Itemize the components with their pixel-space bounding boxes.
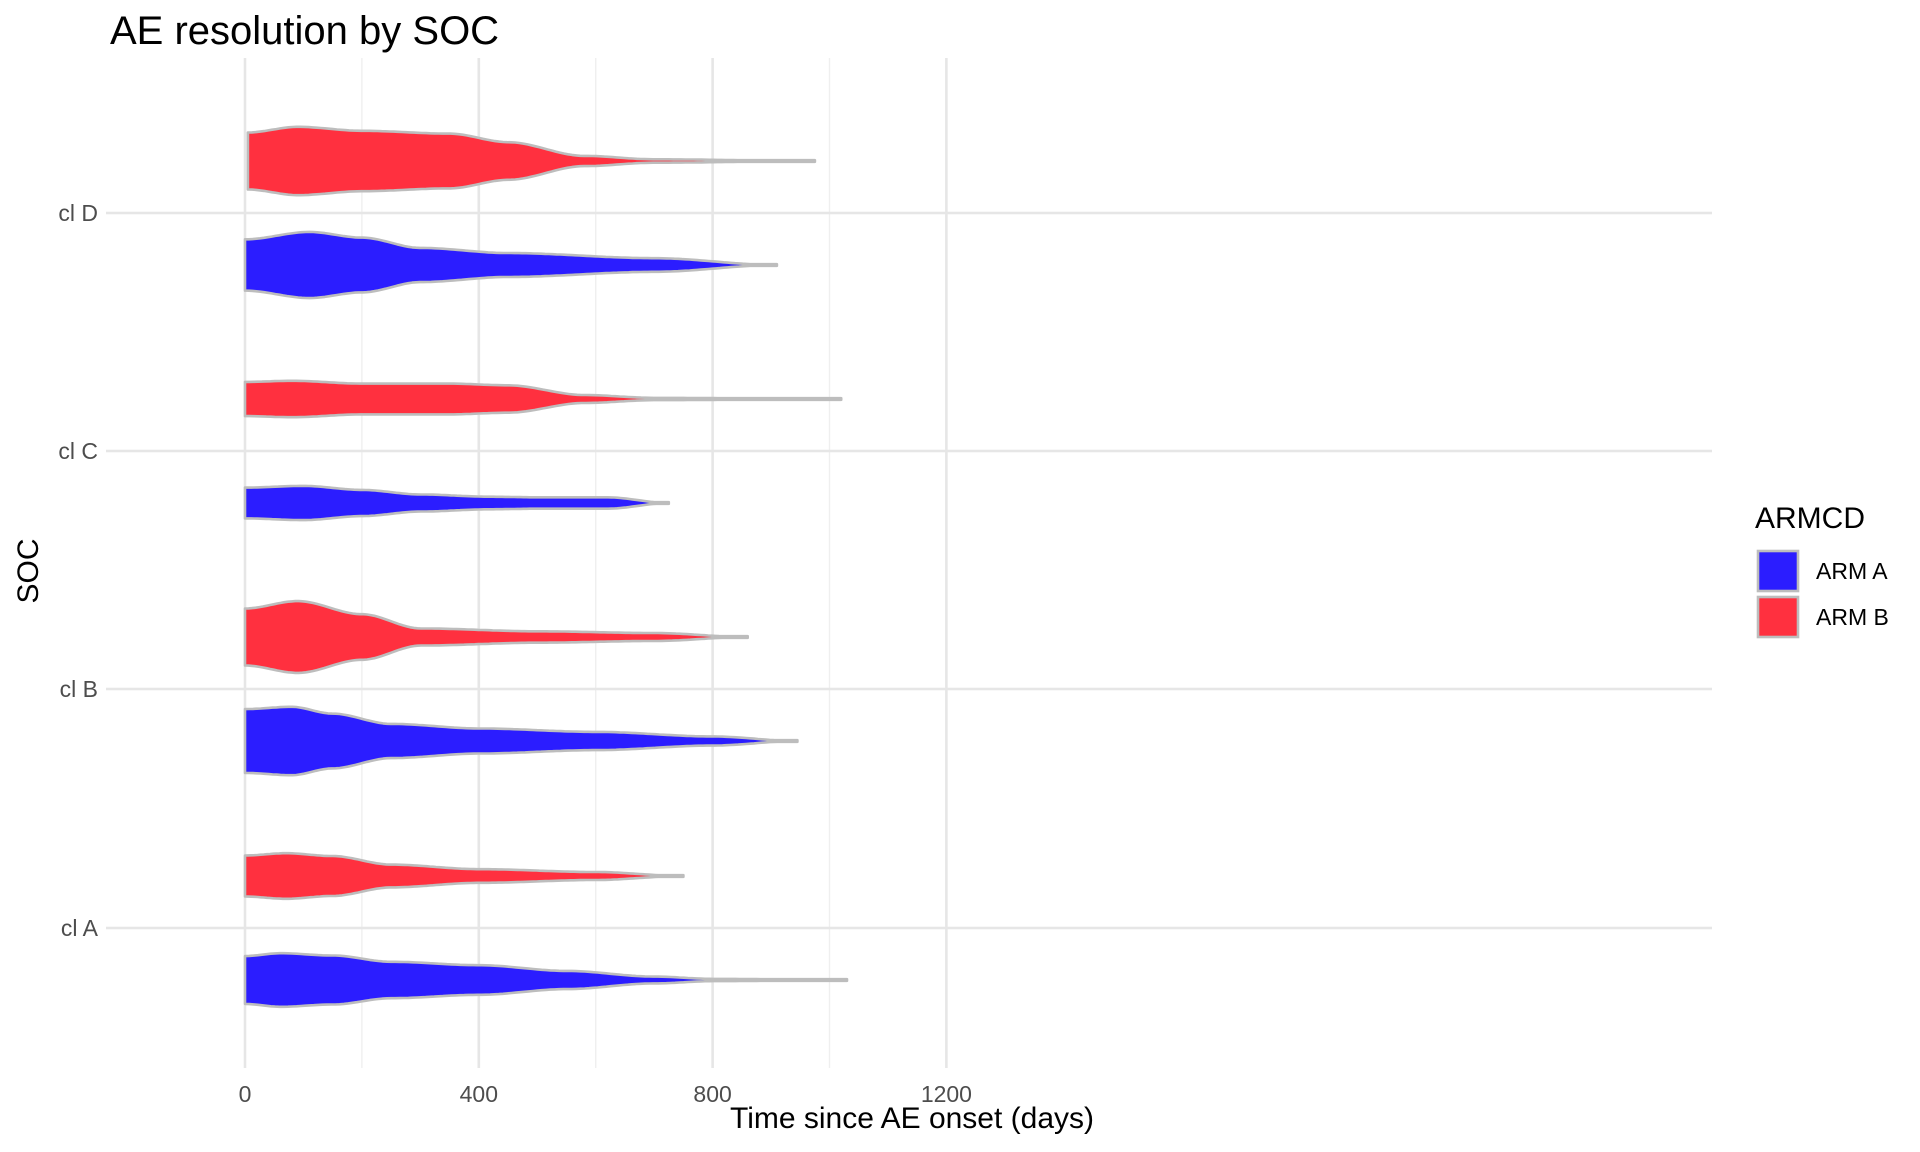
legend-title: ARMCD <box>1755 502 1865 535</box>
y-tick-label: cl B <box>60 676 98 702</box>
x-tick-label: 400 <box>460 1081 498 1107</box>
x-tick-label: 800 <box>693 1081 731 1107</box>
violins <box>243 125 849 1009</box>
violin-arm-b-cl-c <box>243 379 843 419</box>
legend-swatch <box>1756 595 1800 639</box>
y-tick-label: cl C <box>58 438 98 464</box>
legend-label: ARM B <box>1816 604 1889 630</box>
x-tick-label: 0 <box>239 1081 252 1107</box>
violin-arm-a-cl-a <box>243 951 849 1009</box>
violin-arm-b-cl-a <box>243 851 685 901</box>
chart-title: AE resolution by SOC <box>110 9 499 53</box>
violin-arm-a-cl-d <box>243 230 779 300</box>
violin-arm-b-cl-b <box>243 599 749 675</box>
grid <box>106 58 1712 1068</box>
y-tick-label: cl A <box>61 915 99 941</box>
axis-ticks: 0 400 800 1200 cl A cl B cl C cl D <box>58 200 972 1107</box>
legend-items: ARM A ARM B <box>1756 549 1889 639</box>
violin-arm-b-cl-d <box>246 125 817 197</box>
violin-arm-a-cl-b <box>243 705 799 777</box>
y-tick-label: cl D <box>58 200 98 226</box>
violin-arm-a-cl-c <box>243 484 671 522</box>
y-axis-title: SOC <box>12 538 45 603</box>
legend: ARMCD ARM A ARM B <box>1755 502 1889 639</box>
legend-swatch <box>1756 549 1800 593</box>
x-axis-title: Time since AE onset (days) <box>730 1102 1094 1135</box>
x-tick-label: 1200 <box>921 1081 972 1107</box>
legend-label: ARM A <box>1816 558 1888 584</box>
